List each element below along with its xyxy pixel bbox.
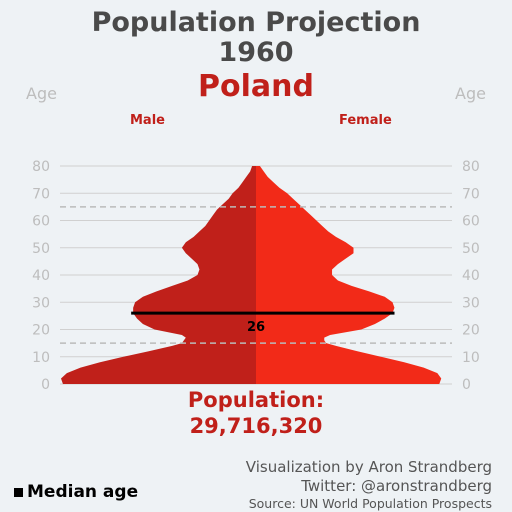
credit-twitter[interactable]: Twitter: @aronstrandberg xyxy=(301,477,492,495)
median-marker: 26 xyxy=(131,311,395,335)
tick-right-50: 50 xyxy=(462,241,480,257)
tick-left-40: 40 xyxy=(32,268,50,284)
tick-left-10: 10 xyxy=(32,350,50,366)
tick-labels: 0 0 10 10 20 20 30 30 40 40 50 50 60 60 70 70 80 80 xyxy=(32,159,480,393)
tick-left-60: 60 xyxy=(32,214,50,230)
tick-left-30: 30 xyxy=(32,295,50,311)
country-name: Poland xyxy=(198,69,314,104)
tick-right-80: 80 xyxy=(462,159,480,175)
credits: Visualization by Aron Strandberg Twitter… xyxy=(246,458,492,512)
reference-lines xyxy=(60,206,452,344)
chart-year: 1960 xyxy=(218,37,294,68)
credit-author: Visualization by Aron Strandberg xyxy=(245,458,492,476)
median-legend-swatch xyxy=(14,487,23,497)
population-value: 29,716,320 xyxy=(189,414,323,438)
median-legend-label: Median age xyxy=(27,482,139,502)
tick-right-0: 0 xyxy=(462,377,471,393)
male-population-area xyxy=(61,166,256,384)
tick-left-50: 50 xyxy=(32,241,50,257)
tick-right-70: 70 xyxy=(462,186,480,202)
tick-left-70: 70 xyxy=(32,186,50,202)
tick-right-20: 20 xyxy=(462,323,480,339)
credit-source: Source: UN World Population Prospects xyxy=(248,496,492,511)
tick-right-60: 60 xyxy=(462,214,480,230)
tick-right-40: 40 xyxy=(462,268,480,284)
tick-right-30: 30 xyxy=(462,295,480,311)
shape-layer xyxy=(61,166,442,384)
tick-left-80: 80 xyxy=(32,159,50,175)
tick-left-0: 0 xyxy=(41,377,50,393)
age-header-left: Age xyxy=(26,84,57,103)
age-header-right: Age xyxy=(455,84,486,103)
chart-title: Population Projection xyxy=(91,7,421,38)
tick-right-10: 10 xyxy=(462,350,480,366)
legend: Median age xyxy=(14,482,138,502)
tick-left-20: 20 xyxy=(32,323,50,339)
median-age-label: 26 xyxy=(247,320,265,335)
female-label: Female xyxy=(339,113,392,128)
population-label: Population: xyxy=(187,388,325,412)
female-population-area xyxy=(256,166,442,384)
male-label: Male xyxy=(130,113,165,128)
